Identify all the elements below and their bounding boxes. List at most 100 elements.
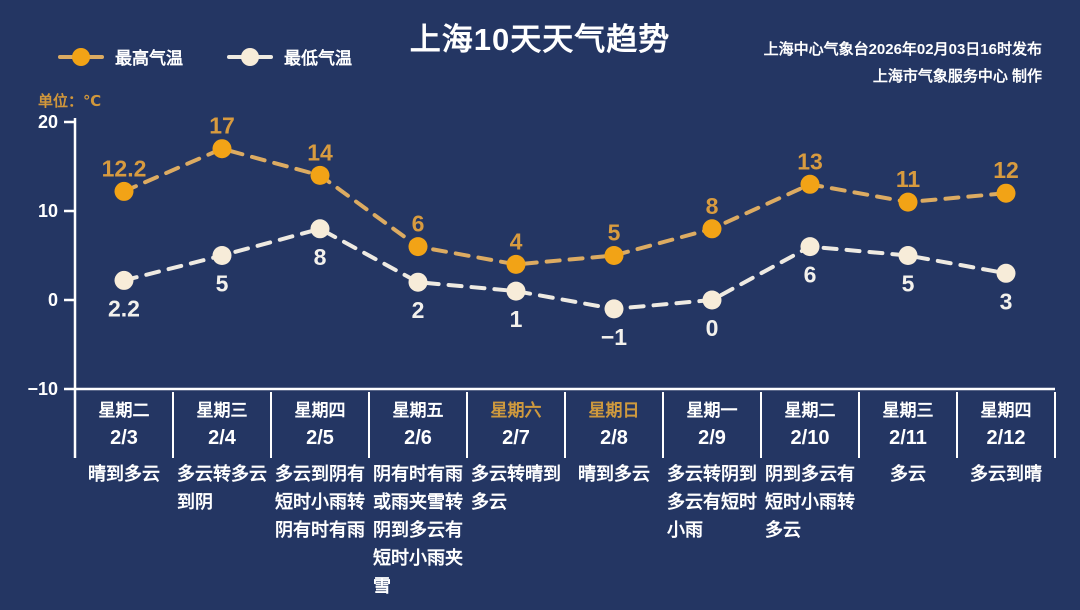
y-tick-label: 20 xyxy=(38,112,58,132)
publisher-line-2: 上海市气象服务中心 制作 xyxy=(872,68,1042,85)
low-temp-value-label: −1 xyxy=(601,324,627,350)
high-temp-value-label: 17 xyxy=(209,113,235,139)
weekday-label: 星期四 xyxy=(294,401,346,420)
low-temp-value-label: 2.2 xyxy=(108,295,140,321)
date-label: 2/6 xyxy=(404,427,432,449)
weekday-label: 星期四 xyxy=(980,401,1032,420)
high-temp-value-label: 12 xyxy=(993,157,1019,183)
date-label: 2/7 xyxy=(502,427,530,449)
y-tick-label: 0 xyxy=(48,290,58,310)
high-temp-point xyxy=(898,192,918,212)
date-label: 2/5 xyxy=(306,427,334,449)
low-temp-point xyxy=(800,237,820,257)
low-temp-point xyxy=(604,299,624,319)
low-temp-value-label: 8 xyxy=(314,244,327,270)
high-temp-point xyxy=(114,181,134,201)
publisher-line-1: 上海中心气象台2026年02月03日16时发布 xyxy=(763,41,1042,58)
low-temp-legend-icon xyxy=(227,47,273,66)
high-temp-point xyxy=(800,174,820,194)
y-tick-label: 10 xyxy=(38,201,58,221)
day-column: 星期三 2/4 多云转多云到阴 xyxy=(173,398,271,516)
weekday-label: 星期三 xyxy=(882,401,934,420)
day-column: 星期一 2/9 多云转阴到多云有短时小雨 xyxy=(663,398,761,544)
date-label: 2/3 xyxy=(110,427,138,449)
weekday-label: 星期二 xyxy=(98,401,150,420)
low-temp-value-label: 2 xyxy=(412,297,425,323)
weather-description: 多云转晴到多云 xyxy=(471,464,561,512)
weather-description: 阴到多云有短时小雨转多云 xyxy=(765,464,855,540)
weekday-label: 星期六 xyxy=(490,401,542,420)
high-temp-point xyxy=(310,165,330,185)
legend: 最高气温 最低气温 xyxy=(58,44,352,69)
high-temp-value-label: 8 xyxy=(706,193,719,219)
low-temp-point xyxy=(898,246,918,265)
legend-item-high: 最高气温 xyxy=(58,44,183,69)
weather-description: 多云转多云到阴 xyxy=(177,464,267,512)
high-temp-value-label: 12.2 xyxy=(102,155,147,181)
weather-description: 多云到阴有短时小雨转阴有时有雨 xyxy=(275,464,365,540)
low-temp-value-label: 6 xyxy=(804,262,817,288)
legend-item-low: 最低气温 xyxy=(227,44,352,69)
date-label: 2/9 xyxy=(698,427,726,449)
day-column: 星期五 2/6 阴有时有雨或雨夹雪转阴到多云有短时小雨夹雪 xyxy=(369,398,467,600)
low-temp-point xyxy=(212,246,232,265)
low-temp-point xyxy=(114,270,134,290)
low-temp-point xyxy=(996,263,1016,283)
low-temp-line xyxy=(122,226,1008,311)
date-label: 2/10 xyxy=(790,427,830,449)
high-temp-line xyxy=(122,146,1008,267)
weather-description: 多云到晴 xyxy=(970,464,1042,484)
high-temp-legend-icon xyxy=(58,47,104,66)
date-label: 2/4 xyxy=(208,427,236,449)
day-column: 星期二 2/10 阴到多云有短时小雨转多云 xyxy=(761,398,859,544)
date-label: 2/11 xyxy=(889,427,927,449)
high-temp-point xyxy=(506,254,526,274)
weather-description: 多云 xyxy=(890,464,926,484)
day-column: 星期四 2/5 多云到阴有短时小雨转阴有时有雨 xyxy=(271,398,369,544)
high-temp-value-label: 4 xyxy=(510,228,523,254)
legend-label-high: 最高气温 xyxy=(115,49,183,68)
weather-description: 晴到多云 xyxy=(88,464,160,484)
low-temp-value-label: 3 xyxy=(1000,288,1013,314)
page-title: 上海10天天气趋势 xyxy=(409,22,671,57)
day-column: 星期二 2/3 晴到多云 xyxy=(75,398,173,488)
publisher-info: 上海中心气象台2026年02月03日16时发布 上海市气象服务中心 制作 xyxy=(764,36,1042,90)
low-temp-point xyxy=(506,281,526,301)
unit-label: 单位：℃ xyxy=(38,93,102,110)
day-column: 星期三 2/11 多云 xyxy=(859,398,957,488)
weekday-label: 星期一 xyxy=(686,401,738,420)
weekday-label: 星期五 xyxy=(392,401,444,420)
high-temp-point xyxy=(996,183,1016,203)
low-temp-point xyxy=(408,272,428,292)
low-temp-value-label: 0 xyxy=(706,315,719,341)
low-temp-point xyxy=(702,290,722,310)
weekday-label: 星期二 xyxy=(784,401,836,420)
high-temp-point xyxy=(702,219,722,239)
weather-description: 阴有时有雨或雨夹雪转阴到多云有短时小雨夹雪 xyxy=(373,464,463,596)
day-column: 星期六 2/7 多云转晴到多云 xyxy=(467,398,565,516)
high-temp-value-label: 13 xyxy=(797,148,823,174)
legend-label-low: 最低气温 xyxy=(284,49,352,68)
high-temp-value-label: 14 xyxy=(307,139,333,165)
weather-description: 晴到多云 xyxy=(578,464,650,484)
high-temp-value-label: 5 xyxy=(608,220,621,246)
low-temp-point xyxy=(310,219,330,239)
day-column: 星期日 2/8 晴到多云 xyxy=(565,398,663,488)
high-temp-value-label: 11 xyxy=(896,166,921,192)
weekday-label: 星期日 xyxy=(588,401,640,420)
date-label: 2/12 xyxy=(986,427,1026,449)
y-tick-label: −10 xyxy=(27,379,58,399)
date-label: 2/8 xyxy=(600,427,628,449)
weather-description: 多云转阴到多云有短时小雨 xyxy=(667,464,757,540)
high-temp-point xyxy=(408,237,428,257)
low-temp-value-label: 5 xyxy=(216,271,229,297)
high-temp-point xyxy=(604,246,624,265)
low-temp-value-label: 5 xyxy=(902,271,915,297)
weekday-label: 星期三 xyxy=(196,401,248,420)
high-temp-point xyxy=(212,139,232,159)
high-temp-value-label: 6 xyxy=(412,211,425,237)
day-column: 星期四 2/12 多云到晴 xyxy=(957,398,1055,488)
